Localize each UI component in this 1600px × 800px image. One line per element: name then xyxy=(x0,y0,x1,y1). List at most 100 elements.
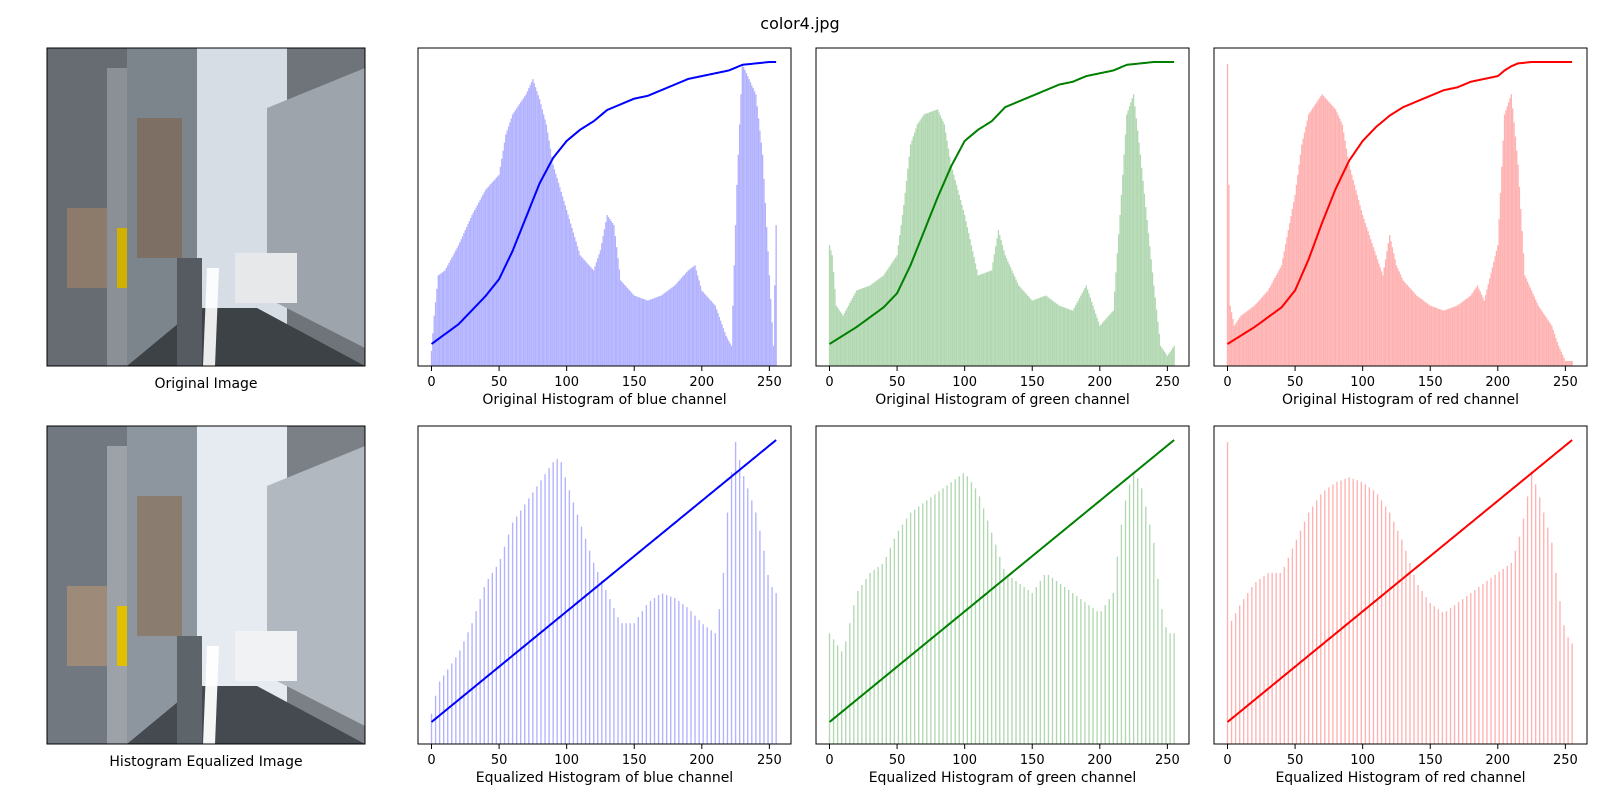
histogram-bar xyxy=(1111,312,1113,366)
histogram-bar xyxy=(495,177,498,366)
histogram-bar xyxy=(1062,307,1064,366)
histogram-bar xyxy=(1328,101,1330,366)
histogram-bar xyxy=(538,99,541,366)
histogram-bar xyxy=(491,572,493,744)
histogram-bar xyxy=(513,112,515,367)
histogram-bar xyxy=(437,275,439,366)
histogram-bar xyxy=(621,623,623,744)
histogram-bar xyxy=(1493,261,1495,366)
histogram-bar xyxy=(706,296,708,366)
histogram-bar xyxy=(436,288,438,366)
histogram-bar xyxy=(633,295,635,366)
histogram-bar xyxy=(995,544,997,744)
histogram-bar xyxy=(668,289,671,366)
histogram-bar xyxy=(1275,572,1277,744)
histogram-bar xyxy=(476,204,479,366)
histogram-bar xyxy=(1063,586,1066,744)
histogram-bar xyxy=(995,246,997,366)
histogram-bar xyxy=(1049,298,1051,366)
histogram-bar xyxy=(447,669,449,744)
histogram-bar xyxy=(909,144,912,366)
histogram-bar xyxy=(1397,268,1399,366)
histogram-bar xyxy=(962,210,964,366)
histogram-bar xyxy=(1251,586,1253,744)
histogram-bar xyxy=(1136,478,1139,744)
histogram-bar xyxy=(665,595,668,744)
histogram-bar xyxy=(1279,267,1281,366)
histogram-bar xyxy=(1376,494,1379,744)
histogram-bar xyxy=(545,124,548,366)
histogram-bar xyxy=(770,298,772,366)
histogram-bar xyxy=(1161,609,1163,744)
histogram-bar xyxy=(1384,259,1387,366)
histogram-bar xyxy=(1059,583,1062,744)
histogram-bar xyxy=(1384,506,1387,744)
histogram-bar xyxy=(1510,562,1512,744)
histogram-bar xyxy=(941,118,943,366)
histogram-bar xyxy=(1490,272,1492,366)
histogram-bar xyxy=(911,140,913,366)
histogram-bar xyxy=(595,262,598,366)
histogram-bar xyxy=(586,262,588,366)
histogram-bar xyxy=(1244,312,1246,366)
histogram-bar xyxy=(1430,306,1433,366)
histogram-bar xyxy=(1524,275,1526,366)
x-tick-label: 0 xyxy=(825,375,833,390)
histogram-bar xyxy=(861,288,863,366)
histogram-bar xyxy=(1045,295,1047,366)
histogram-bar xyxy=(1351,174,1353,366)
histogram-bar xyxy=(1255,581,1257,744)
histogram-bar xyxy=(942,121,944,367)
histogram-bar xyxy=(509,122,511,366)
histogram-bars xyxy=(828,94,1175,367)
histogram-bar xyxy=(1100,324,1102,366)
histogram-bar xyxy=(1260,298,1262,366)
histogram-bar xyxy=(999,556,1001,744)
histogram-bar xyxy=(728,340,730,366)
histogram-bar xyxy=(733,265,735,366)
x-tick-label: 100 xyxy=(952,753,977,768)
histogram-bar xyxy=(1522,253,1525,366)
histogram-bar xyxy=(1397,530,1399,744)
histogram-bar xyxy=(718,316,721,366)
histogram-bar xyxy=(1560,351,1562,366)
histogram-bar xyxy=(707,298,710,366)
histogram-bar xyxy=(934,110,936,366)
histogram-bar xyxy=(1101,322,1104,366)
histogram-bar xyxy=(490,183,492,366)
histogram-bar xyxy=(1099,325,1101,366)
histogram-bar xyxy=(920,118,923,366)
histogram-bar xyxy=(1571,360,1573,366)
histogram-bar xyxy=(953,174,955,366)
histogram-bar xyxy=(976,269,978,366)
histogram-bar xyxy=(1520,208,1522,366)
histogram-bar xyxy=(1046,296,1048,366)
histogram-bar xyxy=(880,277,882,366)
histogram-bar xyxy=(828,633,831,744)
histogram-bar xyxy=(451,663,453,744)
histogram-bar xyxy=(480,197,483,366)
histogram-bar xyxy=(617,617,619,744)
histogram-bar xyxy=(889,547,891,744)
histogram-bar xyxy=(1553,333,1556,366)
histogram-bar xyxy=(580,256,583,366)
histogram-bar xyxy=(714,305,716,366)
histogram-bar xyxy=(897,245,900,366)
histogram-bar xyxy=(1280,265,1283,366)
histogram-bar xyxy=(889,265,891,366)
histogram-bar xyxy=(574,237,576,366)
histogram-bar xyxy=(855,290,858,366)
histogram-bar xyxy=(1511,108,1514,366)
histogram-bar xyxy=(637,617,639,744)
histogram-bar xyxy=(1390,241,1392,366)
histogram-bar xyxy=(1070,310,1073,366)
histogram-bar xyxy=(686,271,688,366)
histogram-bar xyxy=(657,595,660,744)
histogram-bar xyxy=(521,100,523,367)
histogram-bar xyxy=(694,265,696,366)
histogram-bar xyxy=(1031,300,1033,366)
histogram-bar xyxy=(547,132,549,366)
histogram-bar xyxy=(1009,267,1012,366)
histogram-bar xyxy=(1122,174,1124,366)
